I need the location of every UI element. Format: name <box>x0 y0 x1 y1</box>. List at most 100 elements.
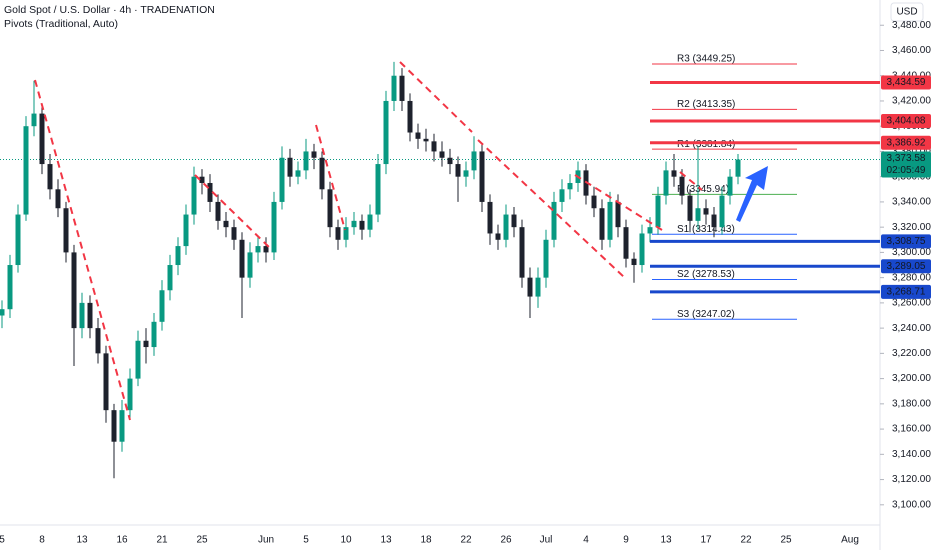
x-tick-label: 22 <box>740 535 752 546</box>
candle-body <box>711 214 717 228</box>
level-label: 3,386.92 <box>887 137 926 148</box>
candle-body <box>87 302 93 329</box>
level-tag <box>881 234 931 249</box>
candle-body <box>727 176 733 196</box>
candle-body <box>687 195 693 221</box>
candle-body <box>343 227 349 240</box>
x-tick-label: 8 <box>39 535 45 546</box>
candle-body <box>215 201 221 221</box>
candle-body <box>431 141 437 152</box>
candle-body <box>671 170 677 177</box>
price-tag <box>881 151 931 178</box>
candle-body <box>39 113 45 165</box>
pivot-label: S3 (3247.02) <box>677 309 735 320</box>
candle-body <box>439 151 445 158</box>
candle-body <box>631 258 637 266</box>
trendline <box>399 61 473 133</box>
candle-body <box>463 170 469 177</box>
level-tag <box>881 259 931 274</box>
pivot-label: S1 (3314.43) <box>677 224 735 235</box>
candle-body <box>607 201 613 240</box>
x-tick-label: 25 <box>780 535 792 546</box>
candle-body <box>543 239 549 278</box>
level-tag <box>881 135 931 150</box>
candle-body <box>399 75 405 101</box>
x-tick-label: 13 <box>380 535 392 546</box>
candle-body <box>271 201 277 253</box>
candle-body <box>567 182 573 190</box>
trendline <box>315 124 346 231</box>
x-tick-label: 18 <box>420 535 432 546</box>
currency: USD <box>896 7 917 18</box>
candle-body <box>527 277 533 297</box>
x-tick-label: 4 <box>583 535 589 546</box>
candle-body <box>535 277 541 297</box>
candle-body <box>287 157 293 177</box>
candle-body <box>391 75 397 101</box>
x-tick-label: 5 <box>0 535 5 546</box>
pivot-label: S2 (3278.53) <box>677 269 735 280</box>
candle-body <box>599 208 605 240</box>
candle-body <box>63 208 69 253</box>
candle-body <box>647 227 653 234</box>
candle-body <box>0 309 5 316</box>
trendline <box>34 79 131 421</box>
x-tick-label: 16 <box>116 535 128 546</box>
x-tick-label: Jul <box>540 535 553 546</box>
candle-body <box>199 176 205 183</box>
pivot-label: R1 (3381.84) <box>677 139 735 150</box>
y-tick-label: 3,160.00 <box>892 424 931 435</box>
arrow <box>736 166 768 222</box>
candle-body <box>327 189 333 228</box>
y-tick-label: 3,240.00 <box>892 323 931 334</box>
candle-body <box>695 208 701 221</box>
x-tick-label: 17 <box>700 535 712 546</box>
candle-body <box>679 176 685 196</box>
candle-body <box>71 252 77 329</box>
candle-body <box>663 170 669 196</box>
candle-body <box>735 159 741 177</box>
x-tick-label: 10 <box>340 535 352 546</box>
candle-body <box>407 100 413 133</box>
x-tick-label: 22 <box>460 535 472 546</box>
y-tick-label: 3,200.00 <box>892 373 931 384</box>
y-tick-label: 3,140.00 <box>892 449 931 460</box>
candle-body <box>119 410 125 442</box>
pivot-label: R2 (3413.35) <box>677 99 735 110</box>
candle-body <box>367 214 373 230</box>
level-label: 3,404.08 <box>887 116 926 127</box>
candle-body <box>47 164 53 190</box>
currency-box <box>890 2 924 22</box>
candle-body <box>183 214 189 247</box>
candle-body <box>423 138 429 142</box>
candle-body <box>511 214 517 228</box>
candle-body <box>655 195 661 228</box>
y-tick-label: 3,180.00 <box>892 398 931 409</box>
candle-body <box>375 164 381 215</box>
level-label: 3,289.05 <box>887 261 926 272</box>
candle-body <box>311 151 317 158</box>
candle-body <box>303 151 309 171</box>
candle-body <box>207 182 213 202</box>
candle-body <box>615 201 621 228</box>
candle-body <box>95 328 101 354</box>
level-label: 3,308.75 <box>887 236 926 247</box>
candle-body <box>495 233 501 240</box>
candle-body <box>719 195 725 228</box>
x-tick-label: 9 <box>623 535 629 546</box>
candle-body <box>55 189 61 209</box>
x-tick-label: Aug <box>841 535 859 546</box>
candle-body <box>351 220 357 228</box>
candle-body <box>319 157 325 190</box>
y-tick-label: 3,280.00 <box>892 272 931 283</box>
candle-body <box>335 227 341 240</box>
candle-body <box>471 151 477 171</box>
y-tick-label: 3,220.00 <box>892 348 931 359</box>
y-tick-label: 3,300.00 <box>892 247 931 258</box>
candle-body <box>591 195 597 209</box>
candle-body <box>487 201 493 234</box>
candle-body <box>135 340 141 379</box>
candle-body <box>111 410 117 442</box>
price-label: 3,373.58 <box>887 153 926 164</box>
